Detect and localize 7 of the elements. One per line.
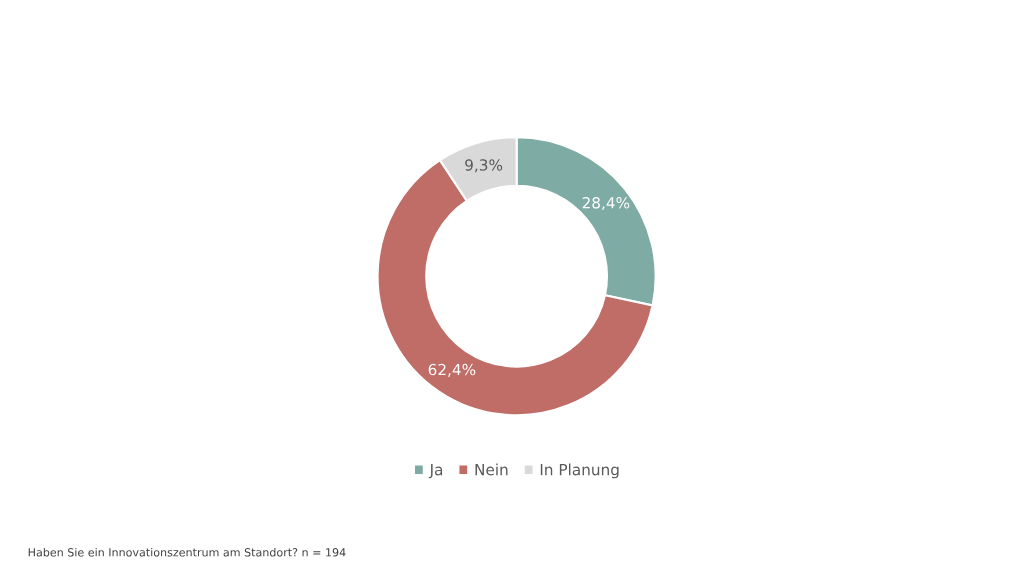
data-label: 28,4% [582, 196, 630, 211]
data-label: 62,4% [428, 363, 476, 377]
text: Haben Sie ein Innovationszentrum am Standort? n = 194 [28, 547, 346, 557]
legend-label: In Planung [540, 463, 619, 479]
legend-label: Ja [428, 464, 443, 479]
data-label: 9,3% [465, 159, 503, 173]
legend-label: Nein [475, 463, 508, 476]
